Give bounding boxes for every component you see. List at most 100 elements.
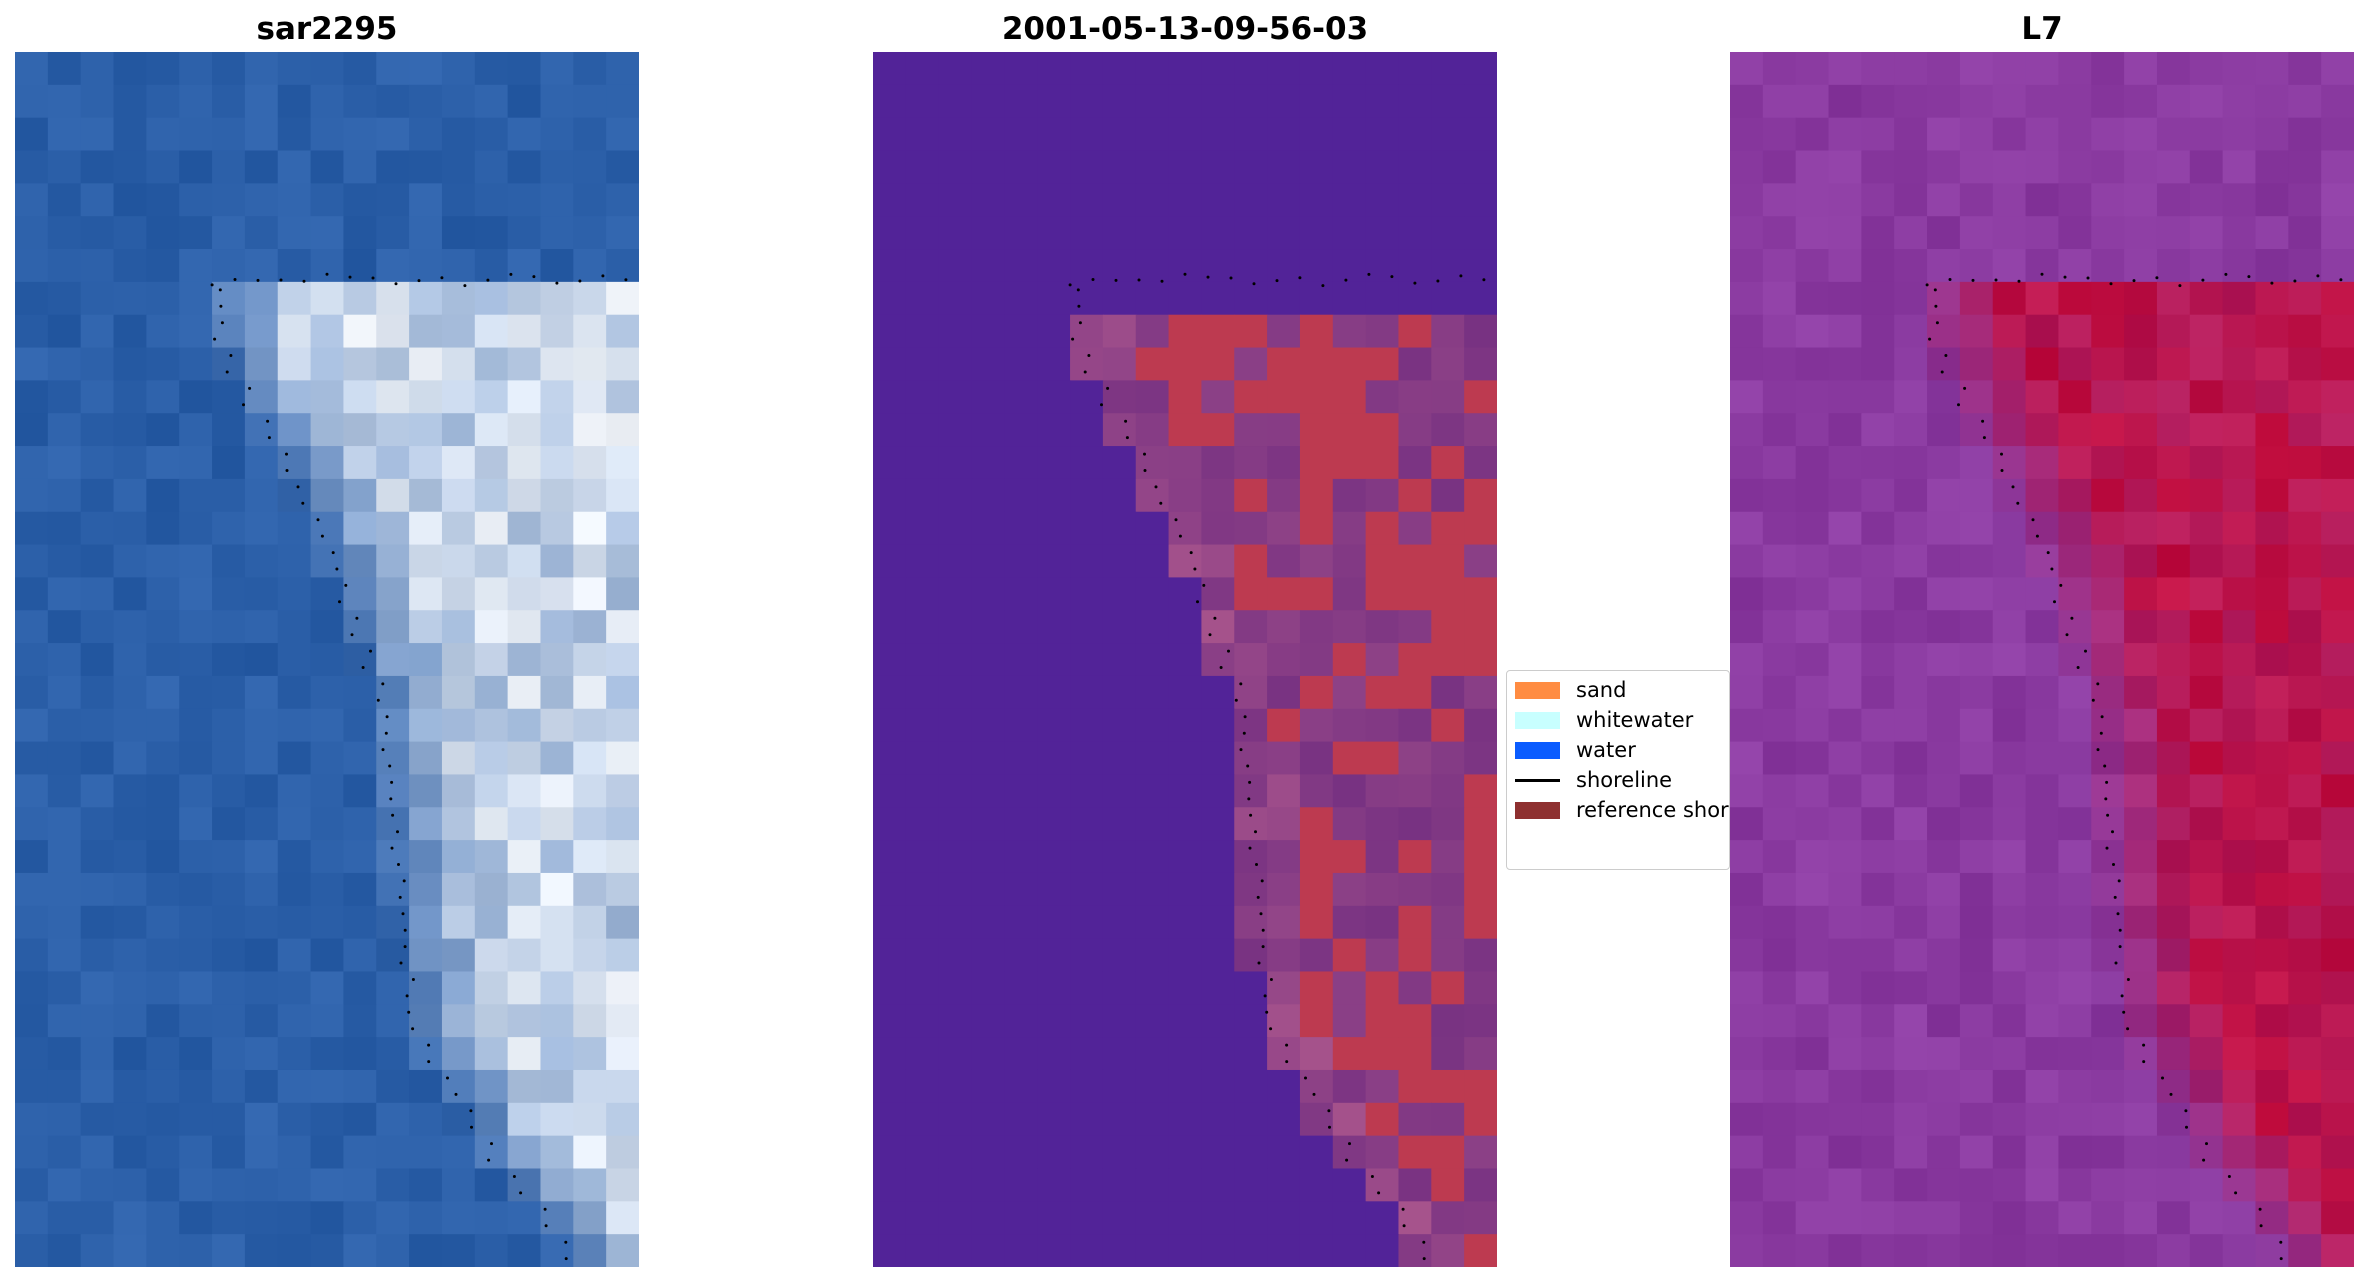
index-pixel bbox=[2124, 774, 2158, 808]
class-pixel bbox=[1168, 347, 1203, 381]
class-pixel bbox=[1037, 807, 1071, 841]
shoreline-point bbox=[1076, 288, 1080, 292]
rgb-pixel bbox=[277, 1168, 312, 1202]
rgb-pixel bbox=[343, 314, 377, 349]
class-pixel bbox=[1102, 413, 1137, 447]
rgb-pixel bbox=[80, 84, 115, 119]
rgb-pixel bbox=[179, 413, 213, 447]
legend: sand whitewater water shoreline referenc… bbox=[1506, 670, 1730, 870]
rgb-pixel bbox=[244, 905, 279, 940]
class-pixel bbox=[1365, 708, 1400, 743]
shoreline-point bbox=[1298, 276, 1302, 280]
index-pixel bbox=[1730, 610, 1764, 644]
index-pixel bbox=[2288, 938, 2322, 973]
class-pixel bbox=[1464, 347, 1497, 381]
index-pixel bbox=[1927, 905, 1961, 940]
class-pixel bbox=[873, 380, 907, 414]
class-pixel bbox=[1070, 1168, 1104, 1202]
class-pixel bbox=[905, 511, 940, 546]
class-pixel bbox=[1135, 413, 1170, 447]
index-pixel bbox=[1861, 183, 1895, 217]
class-pixel bbox=[1070, 183, 1104, 217]
rgb-pixel bbox=[244, 183, 279, 217]
class-pixel bbox=[938, 577, 973, 611]
class-pixel bbox=[1135, 643, 1170, 677]
rgb-pixel bbox=[540, 347, 574, 381]
class-pixel bbox=[1464, 905, 1497, 940]
class-pixel bbox=[1365, 347, 1400, 381]
index-pixel bbox=[2091, 281, 2125, 316]
index-pixel bbox=[2124, 938, 2158, 973]
rgb-pixel bbox=[441, 872, 476, 907]
rgb-pixel bbox=[343, 610, 377, 644]
rgb-pixel bbox=[15, 1135, 49, 1170]
shoreline-point bbox=[2053, 600, 2056, 604]
class-pixel bbox=[1398, 84, 1432, 119]
rgb-pixel bbox=[343, 413, 377, 447]
rgb-pixel bbox=[15, 1168, 49, 1202]
rgb-pixel bbox=[573, 281, 607, 316]
rgb-pixel bbox=[277, 413, 312, 447]
class-pixel bbox=[873, 741, 907, 776]
index-pixel bbox=[1861, 643, 1895, 677]
class-pixel bbox=[1299, 347, 1334, 381]
class-pixel bbox=[1431, 249, 1465, 283]
index-pixel bbox=[1795, 1135, 1830, 1170]
index-pixel bbox=[2091, 1004, 2125, 1038]
class-pixel bbox=[1037, 1004, 1071, 1038]
rgb-pixel bbox=[113, 544, 147, 579]
index-pixel bbox=[1730, 675, 1764, 710]
shoreline-point bbox=[1982, 436, 1986, 440]
class-pixel bbox=[1234, 741, 1268, 776]
index-pixel bbox=[2091, 1135, 2125, 1170]
index-pixel bbox=[1730, 183, 1764, 217]
index-pixel bbox=[2058, 150, 2092, 184]
class-pixel bbox=[1299, 1037, 1334, 1071]
index-pixel bbox=[2091, 643, 2125, 677]
rgb-pixel bbox=[179, 52, 213, 86]
rgb-pixel bbox=[376, 216, 410, 250]
rgb-pixel bbox=[113, 610, 147, 644]
rgb-pixel bbox=[179, 544, 213, 579]
index-pixel bbox=[1861, 807, 1895, 841]
rgb-pixel bbox=[277, 52, 312, 86]
index-pixel bbox=[1861, 314, 1895, 349]
index-pixel bbox=[2025, 971, 2060, 1005]
shoreline-point bbox=[1239, 682, 1243, 686]
class-pixel bbox=[938, 413, 973, 447]
rgb-pixel bbox=[474, 413, 509, 447]
shoreline-point bbox=[1248, 846, 1252, 850]
index-pixel bbox=[1927, 610, 1961, 644]
class-pixel bbox=[1398, 905, 1432, 940]
rgb-pixel bbox=[15, 1069, 49, 1104]
rgb-pixel bbox=[179, 872, 213, 907]
rgb-pixel bbox=[244, 446, 279, 480]
rgb-pixel bbox=[376, 314, 410, 349]
class-pixel bbox=[905, 314, 940, 349]
rgb-pixel bbox=[15, 577, 49, 611]
rgb-pixel bbox=[409, 281, 443, 316]
shoreline-point bbox=[454, 1092, 458, 1096]
index-pixel bbox=[2255, 840, 2289, 874]
index-pixel bbox=[2189, 1201, 2224, 1235]
rgb-pixel bbox=[343, 216, 377, 250]
class-pixel bbox=[1201, 150, 1235, 184]
rgb-pixel bbox=[573, 216, 607, 250]
class-pixel bbox=[1267, 905, 1301, 940]
class-pixel bbox=[1070, 577, 1104, 611]
rgb-pixel bbox=[80, 478, 115, 513]
shoreline-point bbox=[1260, 879, 1264, 883]
class-pixel bbox=[1201, 281, 1235, 316]
rgb-pixel bbox=[507, 1004, 542, 1038]
index-pixel bbox=[1861, 971, 1895, 1005]
index-pixel bbox=[2255, 249, 2289, 283]
index-pixel bbox=[2255, 216, 2289, 250]
index-pixel bbox=[1861, 1201, 1895, 1235]
rgb-pixel bbox=[343, 971, 377, 1005]
index-pixel bbox=[1861, 413, 1895, 447]
class-pixel bbox=[905, 610, 940, 644]
rgb-pixel bbox=[244, 675, 279, 710]
class-pixel bbox=[1004, 478, 1038, 513]
rgb-pixel bbox=[244, 380, 279, 414]
index-pixel bbox=[2288, 347, 2322, 381]
